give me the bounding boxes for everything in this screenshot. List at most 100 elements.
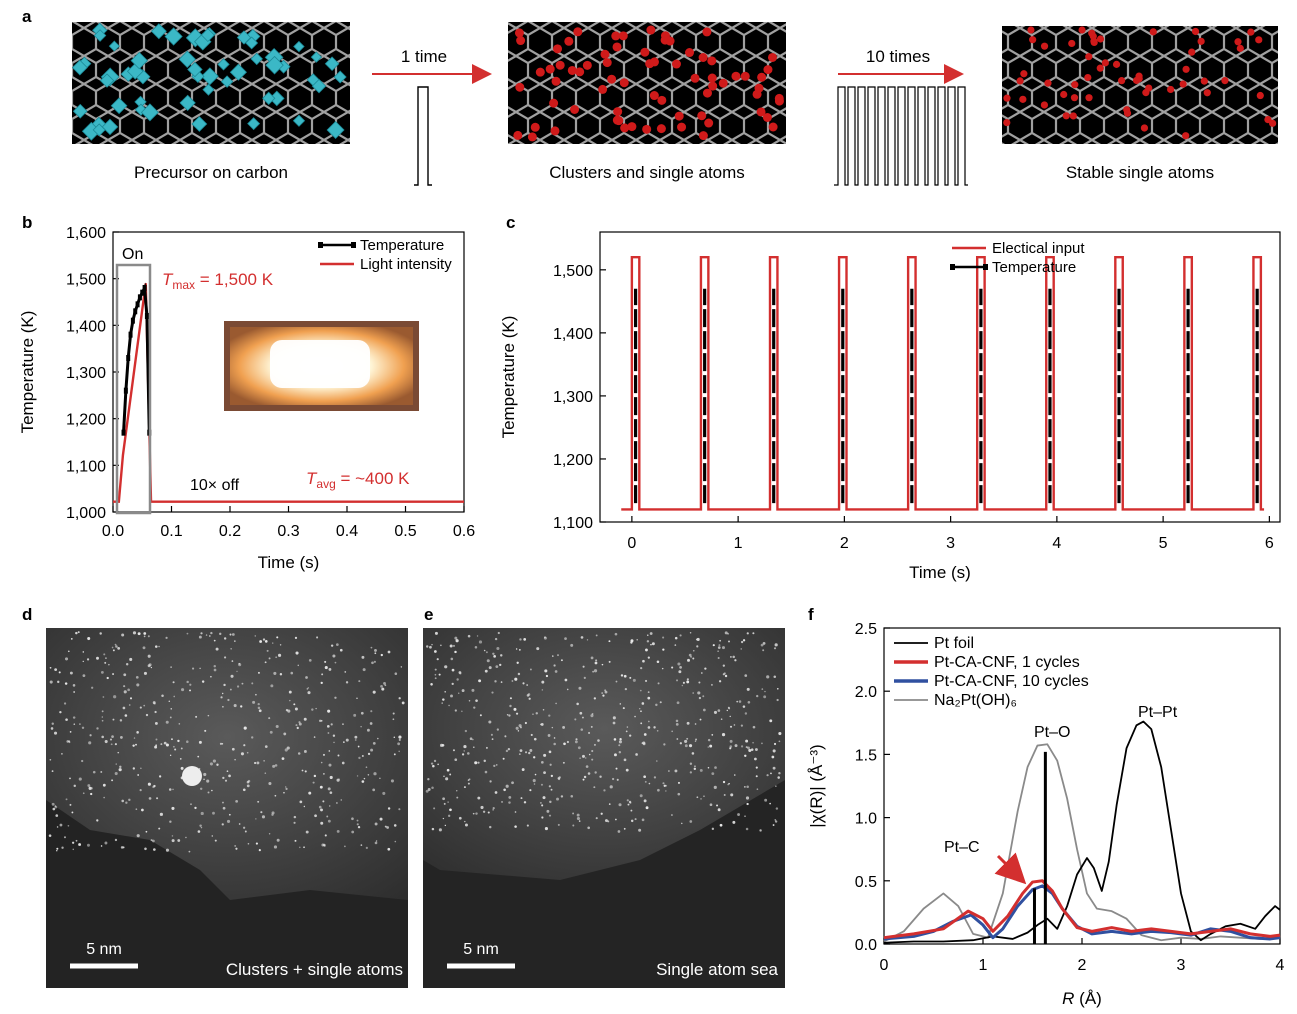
- on-label: On: [122, 246, 143, 263]
- atom: [1149, 28, 1157, 36]
- precursor-octahedron: [93, 29, 107, 42]
- precursor-octahedron: [250, 52, 263, 66]
- atom: [1003, 94, 1011, 102]
- y-tick-label: 1,600: [66, 225, 106, 242]
- x-tick-label: 0.3: [277, 523, 299, 540]
- atom: [1188, 48, 1196, 56]
- panel-f-label: f: [808, 605, 814, 624]
- atom: [1084, 73, 1092, 82]
- atom: [612, 115, 622, 125]
- atom: [1191, 27, 1200, 36]
- atom: [774, 96, 784, 106]
- precursor-octahedron: [191, 116, 208, 132]
- temperature-point: [128, 331, 133, 338]
- atom: [613, 107, 623, 117]
- temperature-point: [123, 387, 128, 394]
- x-tick-label: 3: [1177, 957, 1186, 974]
- atom: [530, 122, 540, 132]
- atom: [1167, 85, 1175, 94]
- atom: [642, 124, 652, 134]
- y-tick-label: 1,500: [66, 272, 106, 289]
- panel-a-label: a: [22, 7, 32, 26]
- precursor-octahedron: [99, 73, 115, 88]
- atom: [1269, 119, 1277, 127]
- precursor-octahedron: [108, 40, 120, 52]
- temperature-point: [144, 313, 149, 319]
- chart-f: 0 1 2 3 4 0.0 0.5 1.0 1.5 2.0 2.5 R (Å) |χ(R)| (Å⁻³)…: [807, 621, 1285, 1008]
- atom: [1003, 118, 1011, 127]
- atom: [627, 122, 637, 132]
- atom: [704, 118, 714, 128]
- y-tick-label: 1,000: [66, 505, 106, 522]
- atom: [1040, 101, 1049, 109]
- atom: [1247, 28, 1255, 36]
- atom: [1197, 37, 1205, 45]
- precursor-octahedron: [262, 91, 276, 105]
- atom: [740, 71, 750, 81]
- precursor-octahedron: [245, 36, 259, 50]
- x-tick-label: 0.6: [453, 523, 475, 540]
- caption-e: Single atom sea: [656, 960, 778, 979]
- temperature-point: [130, 317, 135, 324]
- atom: [618, 31, 628, 41]
- single-atoms: [1003, 26, 1277, 140]
- precursor-octahedron: [265, 55, 284, 75]
- precursor-octahedron: [200, 67, 219, 86]
- temperature-point: [140, 289, 145, 296]
- atom: [649, 91, 659, 101]
- x-tick-label: 5: [1159, 535, 1168, 552]
- atom: [757, 72, 767, 82]
- atom: [516, 36, 526, 46]
- stem-image-d: [46, 628, 408, 988]
- y-tick-label: 0.0: [855, 937, 877, 954]
- caption-precursor: Precursor on carbon: [134, 163, 288, 182]
- atom: [640, 47, 650, 57]
- precursor-octahedron: [236, 30, 252, 45]
- atom: [685, 48, 695, 58]
- atom: [768, 122, 778, 132]
- atom: [707, 56, 717, 66]
- x-axis-label: Time (s): [258, 553, 320, 572]
- precursor-octahedron: [150, 23, 167, 40]
- precursor-octahedra: [71, 22, 347, 141]
- atom: [1234, 38, 1242, 46]
- atom: [600, 49, 610, 59]
- precursor-octahedron: [71, 59, 88, 76]
- atom: [598, 84, 608, 94]
- panel-d-label: d: [22, 605, 32, 624]
- x-tick-label: 3: [946, 535, 955, 552]
- atom: [1027, 26, 1035, 34]
- atom: [514, 28, 524, 38]
- atom: [1060, 90, 1068, 99]
- off-label: 10× off: [190, 477, 240, 494]
- x-tick-label: 0: [880, 957, 889, 974]
- panel-c: c 0 1 2 3 4 5 6 1,100 1,200 1,300 1,400 1,500 Time (…: [499, 213, 1281, 582]
- atom: [767, 52, 777, 62]
- precursor-octahedron: [187, 61, 203, 78]
- y-tick-label: 1.0: [855, 811, 877, 828]
- atom: [1255, 36, 1263, 44]
- precursor-octahedron: [326, 120, 345, 139]
- atom: [646, 25, 656, 35]
- atom: [582, 60, 592, 70]
- atom: [1096, 64, 1104, 72]
- precursor-octahedron: [179, 94, 196, 112]
- atom: [677, 122, 687, 132]
- atom: [515, 82, 525, 92]
- atom: [1101, 59, 1109, 67]
- precursor-octahedron: [217, 58, 230, 71]
- atom: [698, 53, 708, 63]
- atom: [564, 36, 574, 46]
- annotation-pt-o: Pt–O: [1034, 724, 1070, 741]
- atom: [763, 65, 773, 75]
- x-tick-label: 4: [1052, 535, 1061, 552]
- y-tick-label: 1.5: [855, 747, 877, 764]
- atom: [660, 35, 670, 45]
- atom: [612, 42, 622, 52]
- atom: [1118, 77, 1126, 85]
- atom: [620, 123, 630, 133]
- temperature-point: [121, 429, 126, 436]
- atom: [1029, 36, 1037, 44]
- panel-e: e 5 nm Single atom sea: [423, 605, 785, 988]
- x-tick-label: 6: [1265, 535, 1274, 552]
